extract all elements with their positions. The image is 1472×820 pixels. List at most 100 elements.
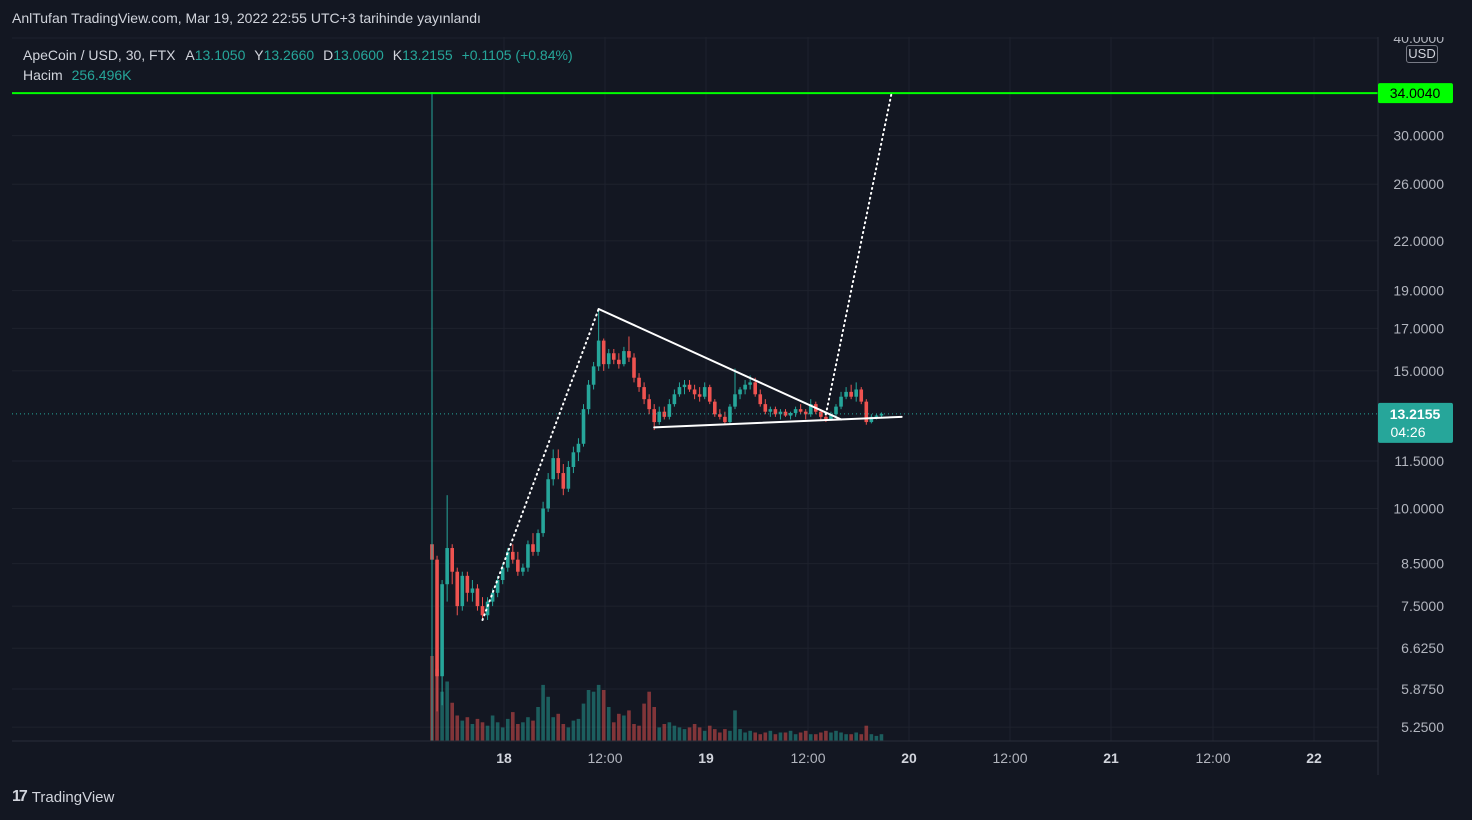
candle-body-59 xyxy=(728,406,732,423)
y-tick-label-13: 5.2500 xyxy=(1401,719,1444,735)
volume-bar-43 xyxy=(647,691,651,741)
volume-bar-16 xyxy=(511,712,515,741)
footer: 17 TradingView xyxy=(12,788,114,806)
y-tick-label-3: 22.0000 xyxy=(1393,233,1444,249)
candle-body-49 xyxy=(677,387,682,395)
candle-body-78 xyxy=(824,416,828,420)
volume-bar-25 xyxy=(556,713,561,741)
candle-body-16 xyxy=(511,551,515,560)
volume-bar-17 xyxy=(516,724,520,741)
volume-bar-4 xyxy=(450,702,454,741)
candle-body-86 xyxy=(864,401,869,423)
volume-bar-85 xyxy=(859,734,864,741)
chart-legend: ApeCoin / USD, 30, FTX A13.1050 Y13.2660… xyxy=(23,45,573,85)
volume-bar-65 xyxy=(758,734,763,741)
candle-body-22 xyxy=(541,508,545,534)
volume-bar-36 xyxy=(612,722,616,741)
y-tick-label-2: 26.0000 xyxy=(1393,176,1444,192)
last-price-label: 13.2155 xyxy=(1390,406,1441,422)
x-tick-label-1: 12:00 xyxy=(587,750,622,766)
volume-bar-29 xyxy=(576,718,581,741)
candle-body-12 xyxy=(490,592,495,602)
volume-bar-48 xyxy=(672,725,677,741)
volume-bar-12 xyxy=(490,715,495,741)
candle-body-34 xyxy=(601,340,606,365)
candle-body-33 xyxy=(596,340,601,367)
legend-symbol[interactable]: ApeCoin / USD, 30, FTX xyxy=(23,47,176,63)
volume-bar-46 xyxy=(662,724,667,741)
candle-body-88 xyxy=(874,415,879,417)
volume-bars xyxy=(430,656,884,741)
volume-bar-35 xyxy=(606,707,611,741)
volume-bar-28 xyxy=(571,720,576,741)
candle-body-84 xyxy=(854,389,858,397)
volume-bar-15 xyxy=(505,718,510,741)
volume-bar-51 xyxy=(687,727,692,741)
candle-body-11 xyxy=(485,601,490,616)
volume-bar-83 xyxy=(849,734,853,741)
x-tick-label-3: 12:00 xyxy=(790,750,825,766)
volume-bar-24 xyxy=(551,717,555,741)
chart-panel[interactable]: 40.0000 30.0000 26.0000 22.0000 19.0000 17.00… xyxy=(12,30,1453,775)
volume-bar-20 xyxy=(531,720,535,741)
volume-bar-18 xyxy=(521,722,525,741)
volume-bar-74 xyxy=(803,730,808,741)
price-axis: 40.000030.000026.000022.000019.000017.00… xyxy=(1377,30,1444,775)
candle-body-51 xyxy=(687,384,692,390)
volume-bar-33 xyxy=(596,684,601,741)
time-axis: 18 12:00 19 12:00 20 12:00 21 12:00 22 xyxy=(12,740,1378,766)
impulse-dotted-line xyxy=(481,307,600,621)
legend-c-label: K xyxy=(392,47,403,63)
volume-bar-8 xyxy=(470,724,475,741)
legend-volume-label[interactable]: Hacim xyxy=(23,67,63,83)
volume-bar-78 xyxy=(824,730,828,741)
volume-bar-13 xyxy=(495,722,500,741)
candle-body-43 xyxy=(647,399,651,410)
candle-body-89 xyxy=(879,413,884,416)
candle-body-63 xyxy=(748,382,752,385)
volume-bar-89 xyxy=(879,734,884,741)
price-chart[interactable]: 40.000030.000026.000022.000019.000017.00… xyxy=(12,30,1453,775)
x-tick-label-4: 20 xyxy=(901,750,917,766)
target-price-label-bg xyxy=(1378,83,1453,104)
legend-change: +0.1105 (+0.84%) xyxy=(461,47,573,63)
axis-labels: 34.0040 13.2155 04:26 xyxy=(1378,83,1453,443)
y-tick-label-8: 10.0000 xyxy=(1393,500,1444,516)
volume-bar-70 xyxy=(783,732,788,741)
volume-bar-77 xyxy=(819,732,823,741)
candle-body-42 xyxy=(642,387,646,400)
volume-bar-59 xyxy=(728,730,732,741)
volume-bar-42 xyxy=(642,703,646,741)
candle-body-71 xyxy=(788,412,793,416)
triangle-upper-line xyxy=(597,307,843,421)
volume-bar-55 xyxy=(707,725,712,741)
volume-bar-44 xyxy=(652,707,656,741)
legend-h-label: Y xyxy=(254,47,264,63)
volume-bar-45 xyxy=(657,727,662,741)
volume-bar-57 xyxy=(718,732,722,741)
currency-badge[interactable]: USD xyxy=(1406,45,1438,63)
volume-bar-79 xyxy=(829,732,833,741)
candle-body-73 xyxy=(798,409,803,412)
volume-bar-72 xyxy=(793,734,798,741)
volume-bar-53 xyxy=(697,727,702,741)
y-tick-label-9: 8.5000 xyxy=(1401,556,1444,572)
candle-body-28 xyxy=(571,452,576,468)
x-tick-label-2: 19 xyxy=(698,750,714,766)
triangle-lower-line xyxy=(653,415,903,429)
legend-h-value: 13.2660 xyxy=(263,47,315,63)
candle-body-6 xyxy=(460,575,465,607)
candle-body-17 xyxy=(516,559,520,572)
candle-body-24 xyxy=(551,458,555,480)
candle-body-66 xyxy=(763,404,768,412)
y-tick-label-12: 5.8750 xyxy=(1401,681,1444,697)
volume-bar-37 xyxy=(617,713,621,741)
candle-body-83 xyxy=(849,391,853,397)
candle-body-60 xyxy=(733,394,737,407)
candle-body-45 xyxy=(657,411,662,423)
volume-bar-39 xyxy=(627,710,631,741)
volume-bar-69 xyxy=(778,732,783,741)
candle-body-1 xyxy=(435,559,439,677)
candle-body-79 xyxy=(829,414,833,420)
legend-l-value: 13.0600 xyxy=(333,47,384,63)
